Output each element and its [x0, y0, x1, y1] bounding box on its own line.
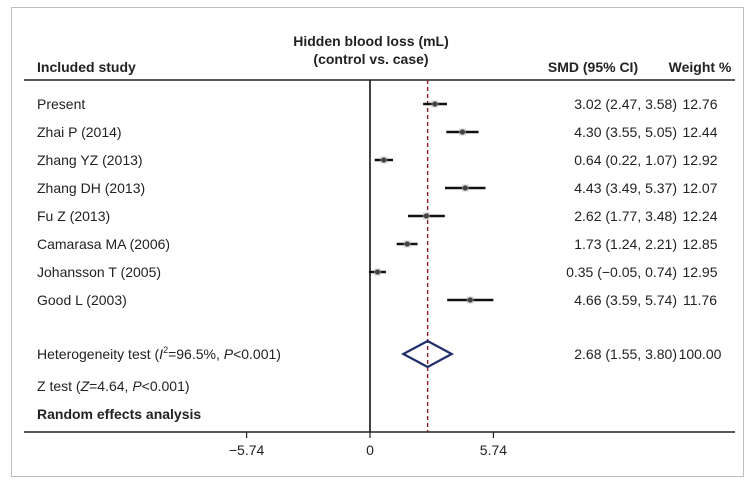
- study-label: Present: [37, 96, 85, 112]
- header-weight: Weight %: [669, 59, 732, 75]
- weight-value: 12.95: [682, 264, 717, 280]
- study-row: Zhai P (2014) 4.30 (3.55, 5.05) 12.44: [37, 124, 718, 140]
- z-test-label: Z test (Z=4.64, P<0.001): [37, 378, 190, 394]
- point-estimate: [381, 157, 386, 162]
- point-estimate: [432, 101, 437, 106]
- point-estimate: [463, 185, 468, 190]
- pooled-label: Heterogeneity test (I2=96.5%, P<0.001): [37, 345, 281, 362]
- study-row: Zhang YZ (2013) 0.64 (0.22, 1.07) 12.92: [37, 152, 718, 168]
- weight-value: 12.85: [682, 236, 717, 252]
- ci-label: 4.30 (3.55, 5.05): [574, 124, 677, 140]
- study-label: Zhai P (2014): [37, 124, 122, 140]
- point-estimate: [468, 297, 473, 302]
- ci-label: 1.73 (1.24, 2.21): [574, 236, 677, 252]
- weight-value: 12.92: [682, 152, 717, 168]
- point-estimate: [375, 269, 380, 274]
- point-estimate: [460, 129, 465, 134]
- study-label: Zhang DH (2013): [37, 180, 145, 196]
- weight-value: 12.24: [682, 208, 717, 224]
- study-label: Camarasa MA (2006): [37, 236, 170, 252]
- study-row: Johansson T (2005) 0.35 (−0.05, 0.74) 12.9…: [37, 264, 718, 280]
- weight-value: 11.76: [683, 292, 717, 308]
- study-row: Present 3.02 (2.47, 3.58) 12.76: [37, 96, 718, 112]
- pooled-ci-label: 2.68 (1.55, 3.80): [574, 346, 677, 362]
- header-included-study: Included study: [37, 59, 136, 75]
- point-estimate: [424, 213, 429, 218]
- ci-label: 4.66 (3.59, 5.74): [574, 292, 677, 308]
- ci-label: 0.64 (0.22, 1.07): [574, 152, 677, 168]
- plot-subtitle: (control vs. case): [313, 51, 428, 67]
- header-smd: SMD (95% CI): [548, 59, 638, 75]
- point-estimate: [405, 241, 410, 246]
- weight-value: 12.76: [682, 96, 717, 112]
- study-row: Zhang DH (2013) 4.43 (3.49, 5.37) 12.07: [37, 180, 718, 196]
- x-tick-label: 5.74: [480, 442, 507, 458]
- ci-label: 0.35 (−0.05, 0.74): [566, 264, 677, 280]
- model-label: Random effects analysis: [37, 406, 201, 422]
- study-label: Fu Z (2013): [37, 208, 110, 224]
- ci-label: 4.43 (3.49, 5.37): [574, 180, 677, 196]
- weight-value: 12.44: [682, 124, 717, 140]
- x-tick-label: −5.74: [229, 442, 265, 458]
- plot-title: Hidden blood loss (mL): [293, 33, 449, 49]
- study-label: Good L (2003): [37, 292, 127, 308]
- study-row: Fu Z (2013) 2.62 (1.77, 3.48) 12.24: [37, 208, 718, 224]
- x-tick-label: 0: [366, 442, 374, 458]
- study-label: Johansson T (2005): [37, 264, 161, 280]
- ci-label: 3.02 (2.47, 3.58): [574, 96, 677, 112]
- pooled-weight: 100.00: [679, 346, 722, 362]
- study-row: Camarasa MA (2006) 1.73 (1.24, 2.21) 12.85: [37, 236, 718, 252]
- ci-label: 2.62 (1.77, 3.48): [574, 208, 677, 224]
- study-label: Zhang YZ (2013): [37, 152, 143, 168]
- weight-value: 12.07: [682, 180, 717, 196]
- study-row: Good L (2003) 4.66 (3.59, 5.74) 11.76: [37, 292, 717, 308]
